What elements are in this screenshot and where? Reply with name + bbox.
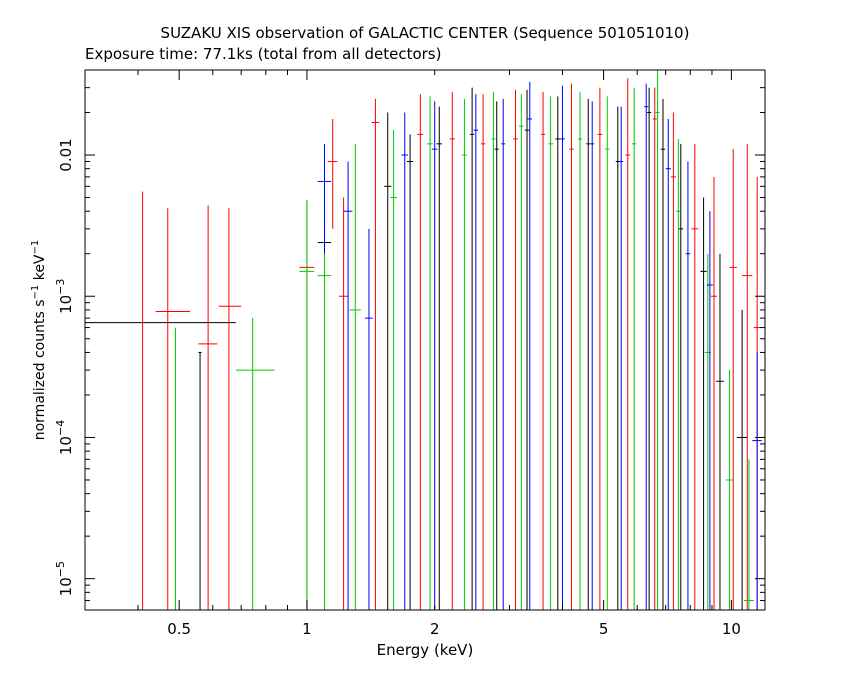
series-0 [85, 87, 748, 610]
data-point [743, 459, 754, 610]
chart-subtitle: Exposure time: 77.1ks (total from all de… [85, 45, 441, 63]
data-point [560, 85, 565, 610]
data-point [548, 96, 554, 610]
y-tick-label: 10−4 [54, 420, 75, 455]
data-point [449, 91, 455, 610]
data-point [198, 205, 218, 610]
data-point [670, 112, 676, 610]
data-point [473, 94, 479, 610]
data-point [218, 208, 242, 610]
data-point [431, 101, 438, 610]
x-tick-label: 10 [722, 620, 741, 638]
data-point [128, 191, 156, 611]
data-point [401, 112, 408, 610]
data-point [716, 253, 724, 610]
plot-frame [84, 69, 766, 611]
data-point [631, 87, 637, 610]
data-point [349, 143, 361, 610]
data-point [364, 228, 373, 610]
y-axis-ticks: 0.01 10−3 10−4 10−5 [54, 69, 765, 611]
data-point [462, 98, 467, 610]
data-point [519, 94, 524, 610]
data-point [625, 78, 631, 610]
data-point [577, 91, 583, 610]
data-point [691, 143, 699, 610]
data-point [700, 197, 707, 610]
data-point [299, 200, 315, 610]
data-point [384, 112, 392, 610]
data-point [417, 94, 424, 610]
x-tick-label: 5 [599, 620, 609, 638]
data-point [586, 98, 591, 610]
series-3 [317, 81, 762, 610]
data-point [675, 138, 681, 610]
data-point [390, 130, 398, 610]
data-point [198, 351, 202, 610]
data-point [752, 352, 762, 610]
data-point [706, 211, 713, 610]
data-point [655, 70, 660, 610]
data-point [710, 176, 718, 610]
data-point [406, 134, 414, 610]
x-axis-ticks: 0.5 1 2 5 10 [84, 70, 741, 638]
data-point [469, 87, 475, 610]
data-point [491, 91, 496, 610]
chart-title: SUZAKU XIS observation of GALACTIC CENTE… [161, 24, 690, 42]
x-tick-label: 0.5 [167, 620, 191, 638]
data-point [590, 101, 595, 610]
data-point [619, 106, 624, 610]
data-point [597, 87, 603, 610]
data-point [729, 149, 737, 610]
series-1 [128, 78, 761, 611]
data-point [513, 89, 518, 610]
data-point [742, 143, 753, 610]
data-point [343, 161, 353, 610]
data-point [736, 309, 748, 610]
data-point [644, 83, 649, 610]
y-axis-label: normalized counts s−1 keV−1 [30, 240, 48, 441]
data-point [541, 91, 546, 610]
y-tick-label: 0.01 [57, 138, 75, 171]
data-point [725, 370, 734, 610]
x-axis-label: Energy (keV) [377, 641, 474, 659]
series-2 [173, 70, 754, 611]
data-point [494, 101, 499, 610]
data-point [173, 327, 178, 611]
data-point [615, 106, 620, 610]
data-point [235, 318, 275, 610]
data-point [371, 98, 380, 610]
x-tick-label: 1 [302, 620, 312, 638]
y-tick-label: 10−5 [54, 561, 75, 596]
data-point [685, 161, 691, 610]
data-point [665, 118, 671, 610]
data-point [555, 96, 561, 610]
data-point [678, 143, 684, 610]
data-point [527, 81, 532, 610]
data-point [427, 96, 433, 610]
data-point [501, 98, 506, 610]
data-point [317, 205, 332, 610]
data-point [647, 87, 652, 610]
series-layer [85, 70, 762, 611]
data-point [660, 98, 666, 610]
data-point [155, 208, 190, 610]
data-point [569, 83, 574, 610]
data-point [317, 143, 332, 254]
data-point [339, 197, 349, 610]
data-point [436, 106, 442, 610]
data-point [652, 87, 657, 610]
x-tick-label: 2 [430, 620, 440, 638]
data-point [480, 94, 486, 610]
data-point [327, 118, 338, 229]
y-tick-label: 10−3 [54, 279, 75, 314]
data-point [524, 89, 530, 610]
data-point [605, 96, 610, 610]
